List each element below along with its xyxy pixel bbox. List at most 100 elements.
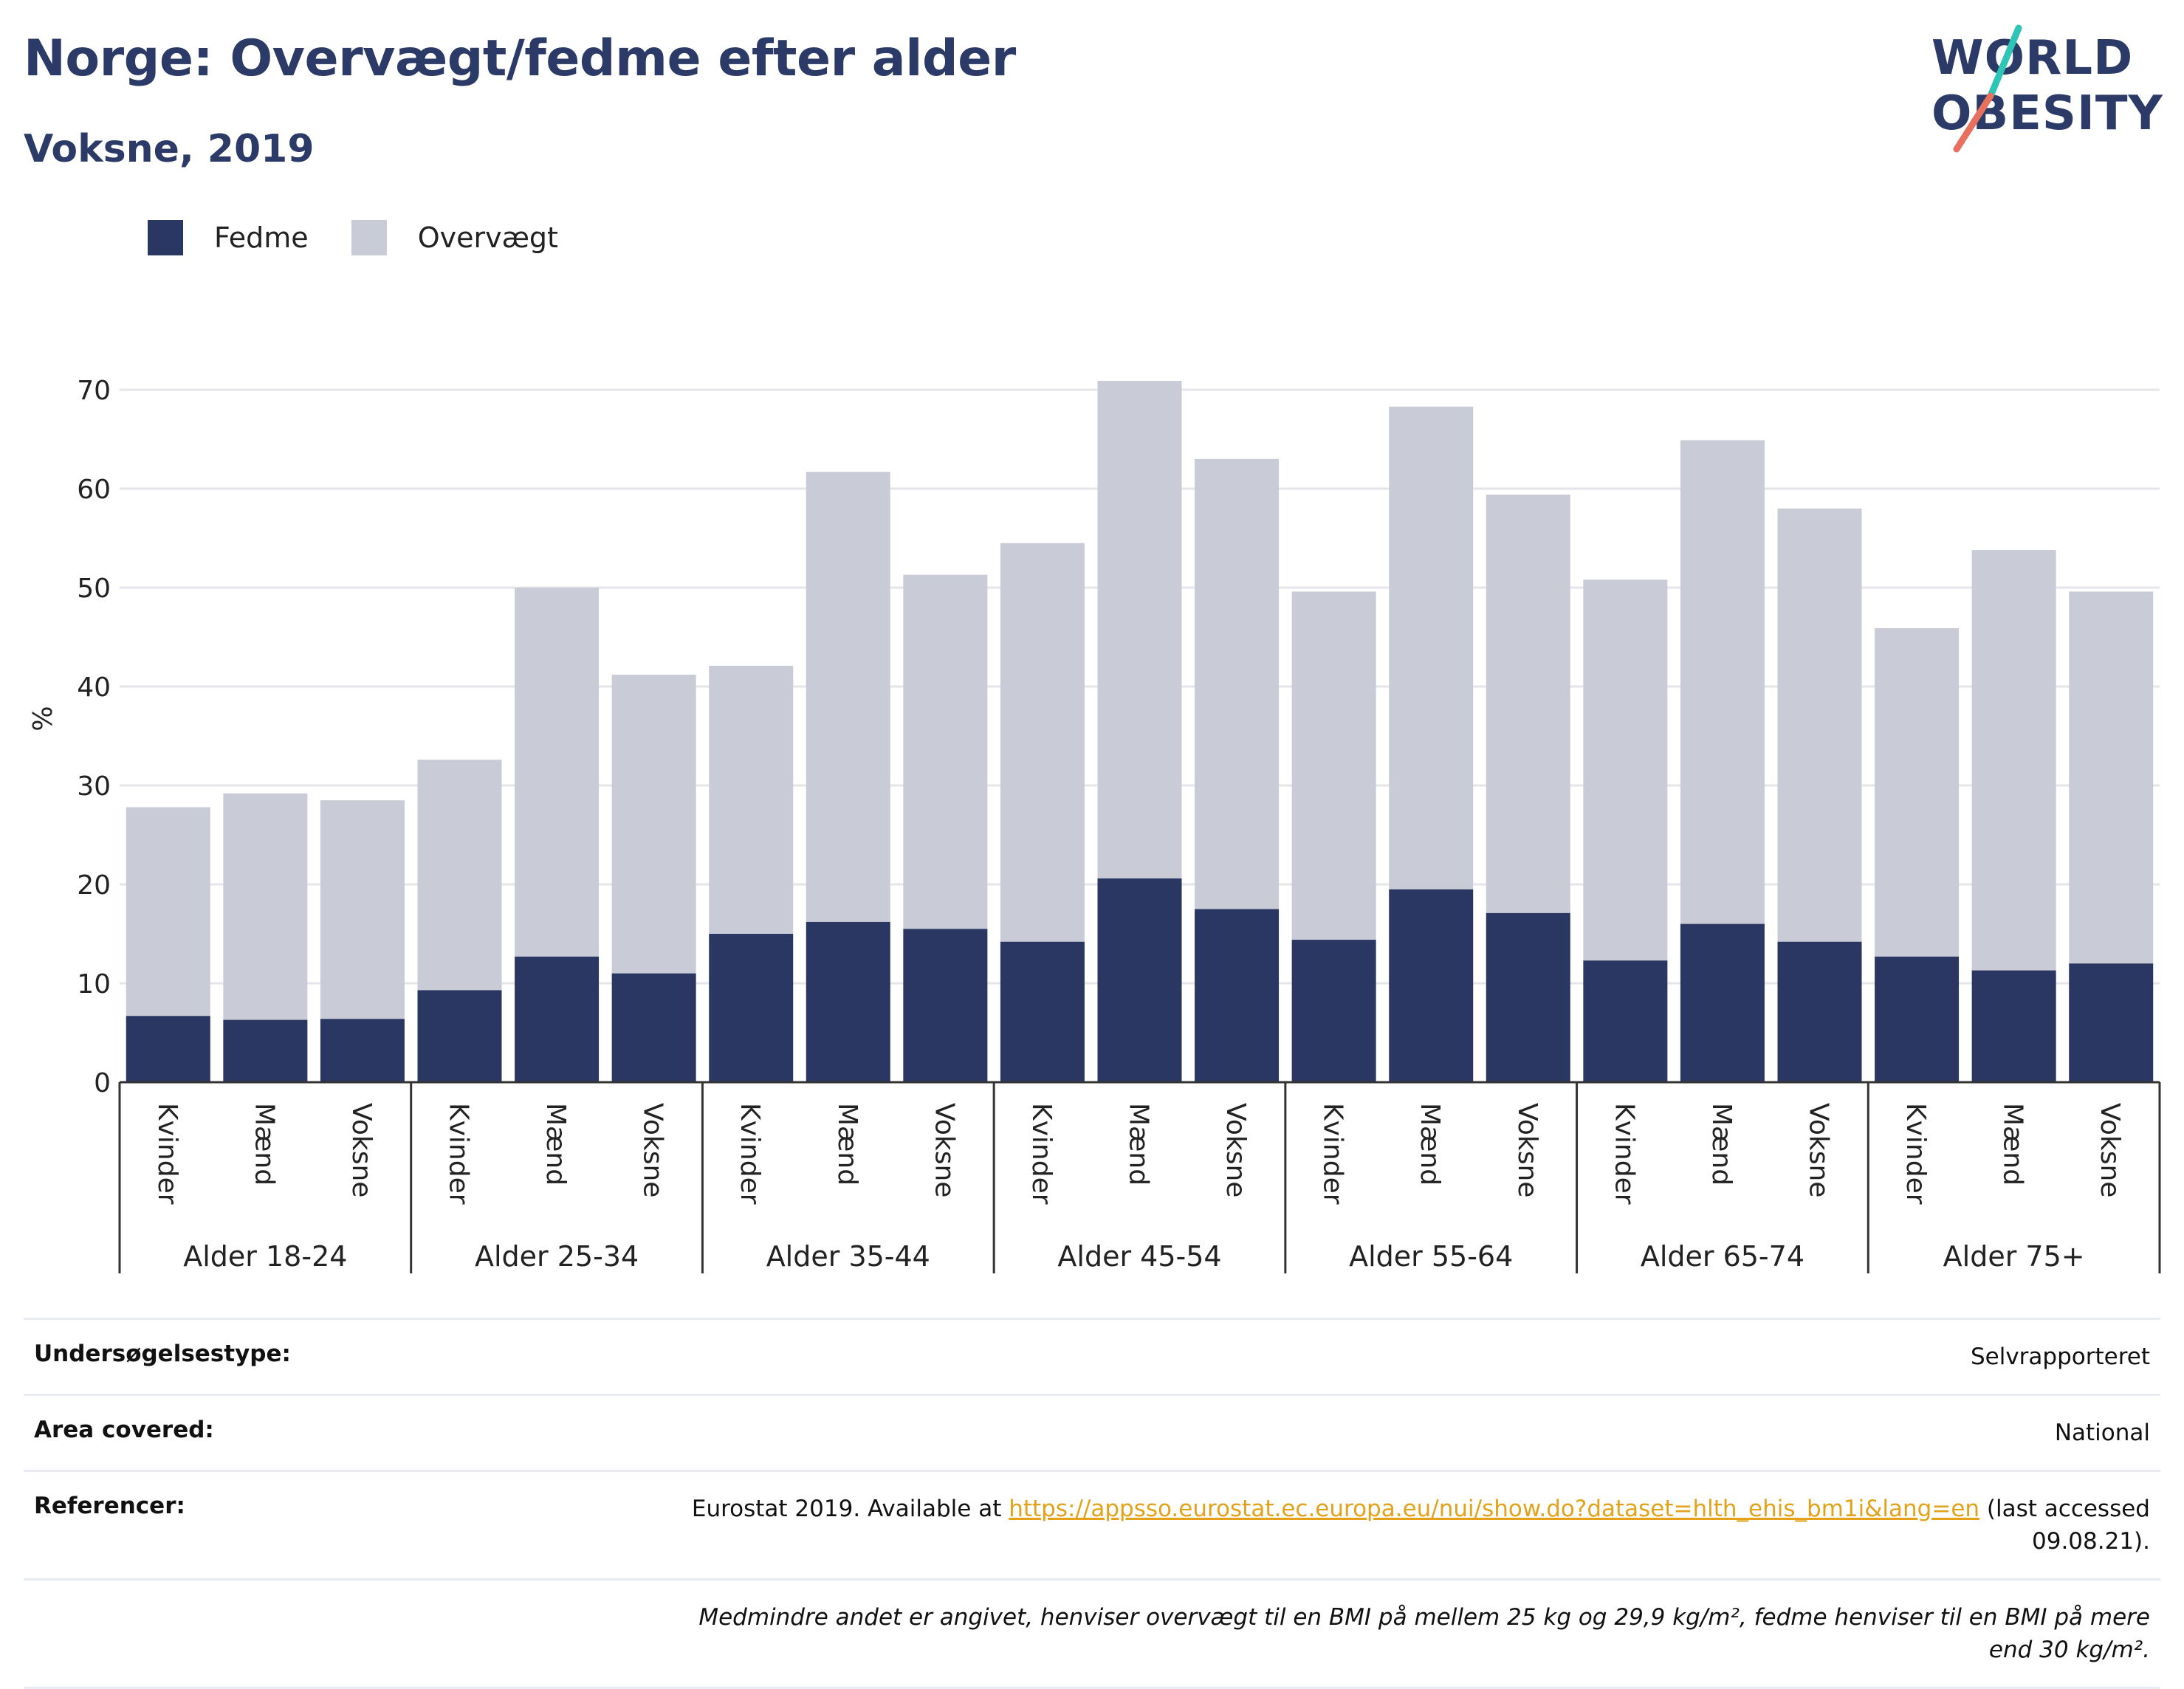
y-tick-label: 30 <box>77 771 111 802</box>
definition-note: Medmindre andet er angivet, henviser ove… <box>698 1604 2150 1663</box>
logo-accent-coral <box>1953 92 1994 153</box>
references-label: Referencer: <box>34 1493 185 1519</box>
legend-swatch-overvaegt <box>351 220 387 255</box>
group-label: Alder 25-34 <box>475 1240 639 1273</box>
bar-overvaegt <box>126 807 210 1017</box>
x-tick-label: Mænd <box>1124 1103 1154 1186</box>
bar-overvaegt <box>1195 458 1280 909</box>
bar-fedme <box>223 1019 308 1082</box>
bar-overvaegt <box>1389 406 1474 890</box>
bar-fedme <box>320 1019 405 1082</box>
y-tick-label: 60 <box>77 475 111 505</box>
bar-overvaegt <box>417 760 502 991</box>
bar-overvaegt <box>611 674 696 974</box>
chart-legend: Fedme Overvægt <box>148 220 601 255</box>
survey-type-value: Selvrapporteret <box>1970 1344 2150 1370</box>
y-tick-label: 50 <box>77 574 111 604</box>
page-subtitle: Voksne, 2019 <box>24 127 315 171</box>
x-tick-label: Mænd <box>1998 1103 2028 1186</box>
bar-overvaegt <box>1583 579 1668 961</box>
bar-overvaegt <box>1000 543 1085 942</box>
bar-fedme <box>515 956 600 1082</box>
x-tick-label: Mænd <box>1415 1103 1445 1186</box>
x-tick-label: Kvinder <box>1318 1103 1348 1205</box>
x-tick-label: Voksne <box>638 1103 668 1197</box>
bar-fedme <box>1097 878 1182 1082</box>
bar-overvaegt <box>1971 550 2056 971</box>
bar-fedme <box>1777 941 1862 1082</box>
group-label: Alder 55-64 <box>1349 1240 1513 1273</box>
bar-overvaegt <box>709 665 794 934</box>
bar-fedme <box>1195 909 1280 1082</box>
bar-fedme <box>126 1016 210 1082</box>
bar-fedme <box>611 973 696 1082</box>
y-axis-label: % <box>28 706 58 731</box>
reference-prefix: Eurostat 2019. Available at <box>691 1496 1009 1522</box>
bar-fedme <box>903 929 988 1082</box>
bar-fedme <box>1389 889 1474 1082</box>
survey-type-label: Undersøgelsestype: <box>34 1341 291 1367</box>
legend-swatch-fedme <box>148 220 183 255</box>
legend-label-overvaegt: Overvægt <box>417 221 558 254</box>
x-tick-label: Kvinder <box>1026 1103 1057 1205</box>
info-row-area: Area covered: National <box>24 1394 2160 1470</box>
bar-overvaegt <box>2069 591 2154 964</box>
bar-fedme <box>1971 970 2056 1082</box>
bar-fedme <box>1583 960 1668 1082</box>
x-tick-label: Voksne <box>346 1103 377 1197</box>
legend-item-overvaegt[interactable]: Overvægt <box>351 220 558 255</box>
info-row-survey: Undersøgelsestype: Selvrapporteret <box>24 1318 2160 1394</box>
group-label: Alder 18-24 <box>183 1240 347 1273</box>
bar-overvaegt <box>1875 627 1960 957</box>
x-tick-label: Voksne <box>1220 1103 1251 1197</box>
bar-fedme <box>1486 912 1570 1082</box>
bar-chart: 0 10 20 30 40 50 60 70% Kvinder Mænd Voksne Alder 1… <box>28 376 2161 1273</box>
x-tick-label: Kvinder <box>1900 1103 1931 1205</box>
y-tick-label: 20 <box>77 870 111 901</box>
legend-label-fedme: Fedme <box>214 221 309 254</box>
x-tick-label: Mænd <box>540 1103 571 1186</box>
reference-link[interactable]: https://appsso.eurostat.ec.europa.eu/nui… <box>1009 1496 1980 1522</box>
logo-text-world: WORLD <box>1931 31 2133 86</box>
bar-fedme <box>1000 941 1085 1082</box>
bar-overvaegt <box>1680 440 1765 924</box>
bar-fedme <box>806 921 890 1082</box>
bar-overvaegt <box>223 793 308 1020</box>
world-obesity-logo: WORLD OBESITY <box>1931 24 2163 153</box>
references-value: Eurostat 2019. Available at https://apps… <box>673 1493 2150 1558</box>
x-tick-label: Mænd <box>1706 1103 1737 1186</box>
legend-item-fedme[interactable]: Fedme <box>148 220 309 255</box>
x-tick-label: Mænd <box>832 1103 862 1186</box>
bar-fedme <box>417 990 502 1082</box>
x-tick-label: Kvinder <box>1609 1103 1639 1205</box>
x-tick-label: Kvinder <box>735 1103 765 1205</box>
group-label: Alder 45-54 <box>1057 1240 1221 1273</box>
group-label: Alder 65-74 <box>1641 1240 1804 1273</box>
bar-fedme <box>1680 923 1765 1082</box>
x-tick-label: Kvinder <box>152 1103 182 1205</box>
bar-fedme <box>2069 963 2154 1082</box>
y-tick-label: 70 <box>77 376 111 406</box>
bar-fedme <box>1291 940 1376 1082</box>
bar-overvaegt <box>1486 495 1570 913</box>
info-row-references: Referencer: Eurostat 2019. Available at … <box>24 1470 2160 1578</box>
x-tick-label: Voksne <box>929 1103 959 1197</box>
group-label: Alder 35-44 <box>766 1240 930 1273</box>
x-tick-label: Mænd <box>249 1103 279 1186</box>
bar-overvaegt <box>515 588 600 957</box>
bar-fedme <box>1875 956 1960 1082</box>
x-tick-label: Voksne <box>1804 1103 1834 1197</box>
bar-overvaegt <box>1777 508 1862 942</box>
info-row-note: Medmindre andet er angivet, henviser ove… <box>24 1578 2160 1689</box>
bar-overvaegt <box>320 800 405 1019</box>
bar-overvaegt <box>903 574 988 929</box>
group-label: Alder 75+ <box>1943 1240 2085 1273</box>
y-tick-label: 40 <box>77 672 111 703</box>
area-covered-value: National <box>2054 1420 2150 1446</box>
area-covered-label: Area covered: <box>34 1417 214 1443</box>
bar-overvaegt <box>806 472 890 922</box>
y-tick-label: 10 <box>77 969 111 1000</box>
y-tick-label: 0 <box>94 1068 111 1098</box>
x-tick-label: Voksne <box>1512 1103 1542 1197</box>
reference-suffix: (last accessed 09.08.21). <box>1979 1496 2150 1555</box>
